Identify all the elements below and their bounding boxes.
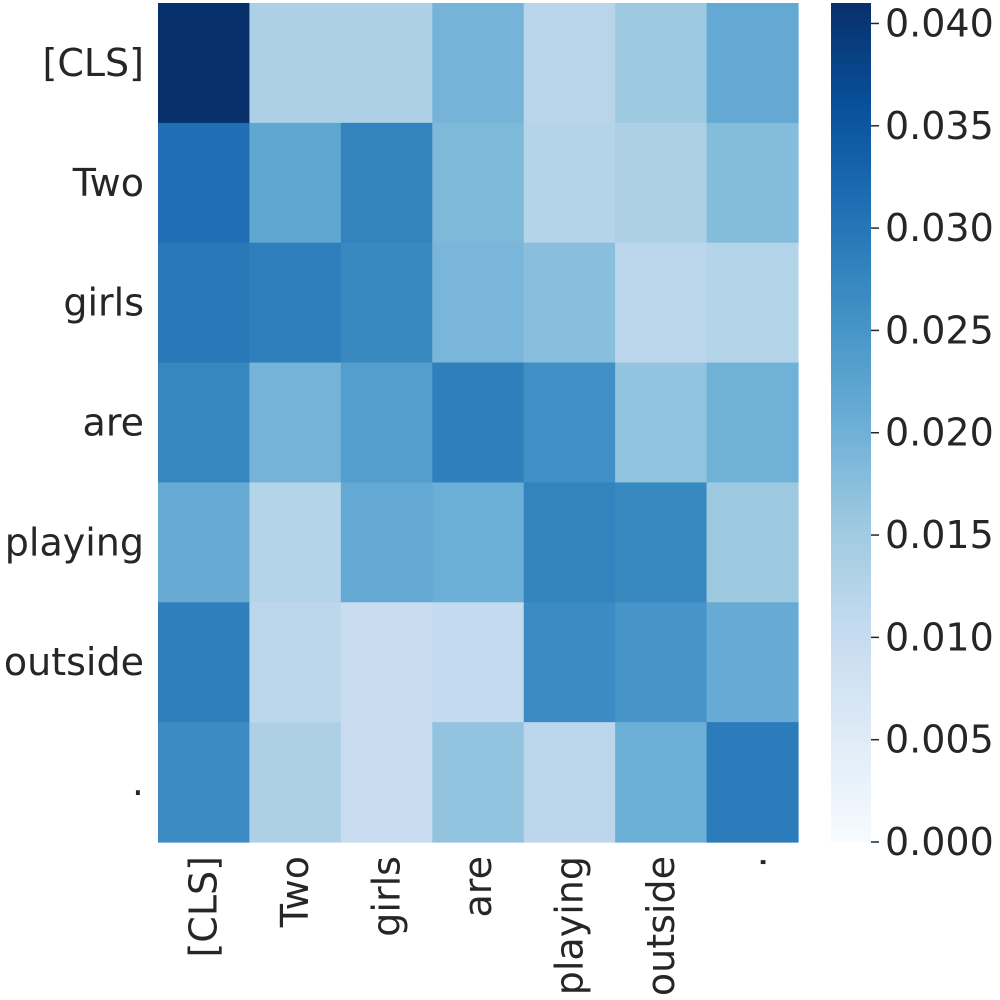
heatmap-cell-3-2 (340, 362, 433, 484)
heatmap-cell-5-4 (523, 602, 616, 723)
heatmap-cell-4-2 (340, 482, 433, 603)
y-tick-label: Two (72, 161, 144, 205)
x-tick-label: girls (365, 856, 409, 937)
heatmap-cell-3-5 (615, 362, 708, 484)
heatmap-cell-6-0 (158, 722, 251, 843)
heatmap-cell-0-1 (249, 3, 342, 124)
heatmap-cell-6-4 (523, 722, 616, 843)
heatmap-cell-2-4 (523, 242, 616, 364)
heatmap-cell-4-1 (249, 482, 342, 603)
heatmap-cell-3-1 (249, 362, 342, 484)
colorbar (831, 3, 871, 842)
colorbar-ticks: 0.000 0.005 0.010 0.015 0.020 0.025 0.030 0.035… (871, 1, 994, 864)
heatmap-cell-2-1 (249, 242, 342, 364)
heatmap-cell-1-4 (523, 122, 616, 244)
colorbar-tick-label: 0.030 (885, 206, 994, 250)
heatmap-cell-2-5 (615, 242, 708, 364)
heatmap-cell-1-1 (249, 122, 342, 244)
heatmap-cell-1-2 (340, 122, 433, 244)
heatmap-cell-5-5 (615, 602, 708, 723)
heatmap-cell-0-6 (706, 3, 799, 124)
heatmap-cell-2-3 (432, 242, 525, 364)
y-tick-label: outside (4, 640, 144, 684)
heatmap-cell-0-0 (158, 3, 251, 124)
x-tick-label: [CLS] (182, 856, 226, 957)
heatmap-cell-3-0 (158, 362, 251, 484)
heatmap-cell-6-6 (706, 722, 799, 843)
heatmap-cell-2-6 (706, 242, 799, 364)
colorbar-tick-label: 0.005 (885, 718, 994, 762)
heatmap-cell-0-2 (340, 3, 433, 124)
colorbar-tick-label: 0.025 (885, 308, 994, 352)
heatmap-cell-5-6 (706, 602, 799, 723)
heatmap-cell-1-0 (158, 122, 251, 244)
colorbar-tick-label: 0.035 (885, 104, 994, 148)
y-tick-label: girls (63, 281, 144, 325)
y-tick-label: playing (5, 520, 144, 564)
y-tick-label: are (83, 401, 144, 445)
heatmap-cell-4-5 (615, 482, 708, 603)
heatmap-cell-4-6 (706, 482, 799, 603)
heatmap-cell-4-4 (523, 482, 616, 603)
y-tick-label: [CLS] (43, 41, 144, 85)
heatmap-cell-5-0 (158, 602, 251, 723)
y-tick-label: . (132, 760, 144, 804)
heatmap-cell-5-3 (432, 602, 525, 723)
heatmap-cell-3-3 (432, 362, 525, 484)
colorbar-tick-label: 0.000 (885, 820, 994, 864)
heatmap-cell-1-3 (432, 122, 525, 244)
x-tick-label: playing (547, 856, 591, 995)
heatmap-cell-3-6 (706, 362, 799, 484)
heatmap-cell-2-2 (340, 242, 433, 364)
heatmap-cell-6-1 (249, 722, 342, 843)
x-tick-label: outside (639, 856, 683, 996)
heatmap-cell-4-3 (432, 482, 525, 603)
heatmap-cell-6-3 (432, 722, 525, 843)
x-tick-label: are (456, 856, 500, 917)
heatmap-cell-2-0 (158, 242, 251, 364)
heatmap-cell-3-4 (523, 362, 616, 484)
colorbar-tick-label: 0.015 (885, 513, 994, 557)
x-tick-label: . (730, 856, 774, 868)
heatmap-cell-4-0 (158, 482, 251, 603)
y-axis-tick-labels: [CLS] Two girls are playing outside. (4, 41, 144, 804)
x-tick-label: Two (273, 856, 317, 928)
heatmap-cell-1-5 (615, 122, 708, 244)
heatmap-cell-5-2 (340, 602, 433, 723)
heatmap-cell-6-2 (340, 722, 433, 843)
x-axis-tick-labels: [CLS] Two girls are playing outside. (182, 856, 775, 996)
heatmap-cell-0-4 (523, 3, 616, 124)
heatmap-cell-0-3 (432, 3, 525, 124)
colorbar-tick-label: 0.040 (885, 1, 994, 45)
heatmap-cell-6-5 (615, 722, 708, 843)
heatmap-cell-1-6 (706, 122, 799, 244)
colorbar-tick-label: 0.020 (885, 411, 994, 455)
heatmap-cell-0-5 (615, 3, 708, 124)
heatmap-cell-5-1 (249, 602, 342, 723)
heatmap-cells (158, 3, 799, 843)
colorbar-tick-label: 0.010 (885, 615, 994, 659)
